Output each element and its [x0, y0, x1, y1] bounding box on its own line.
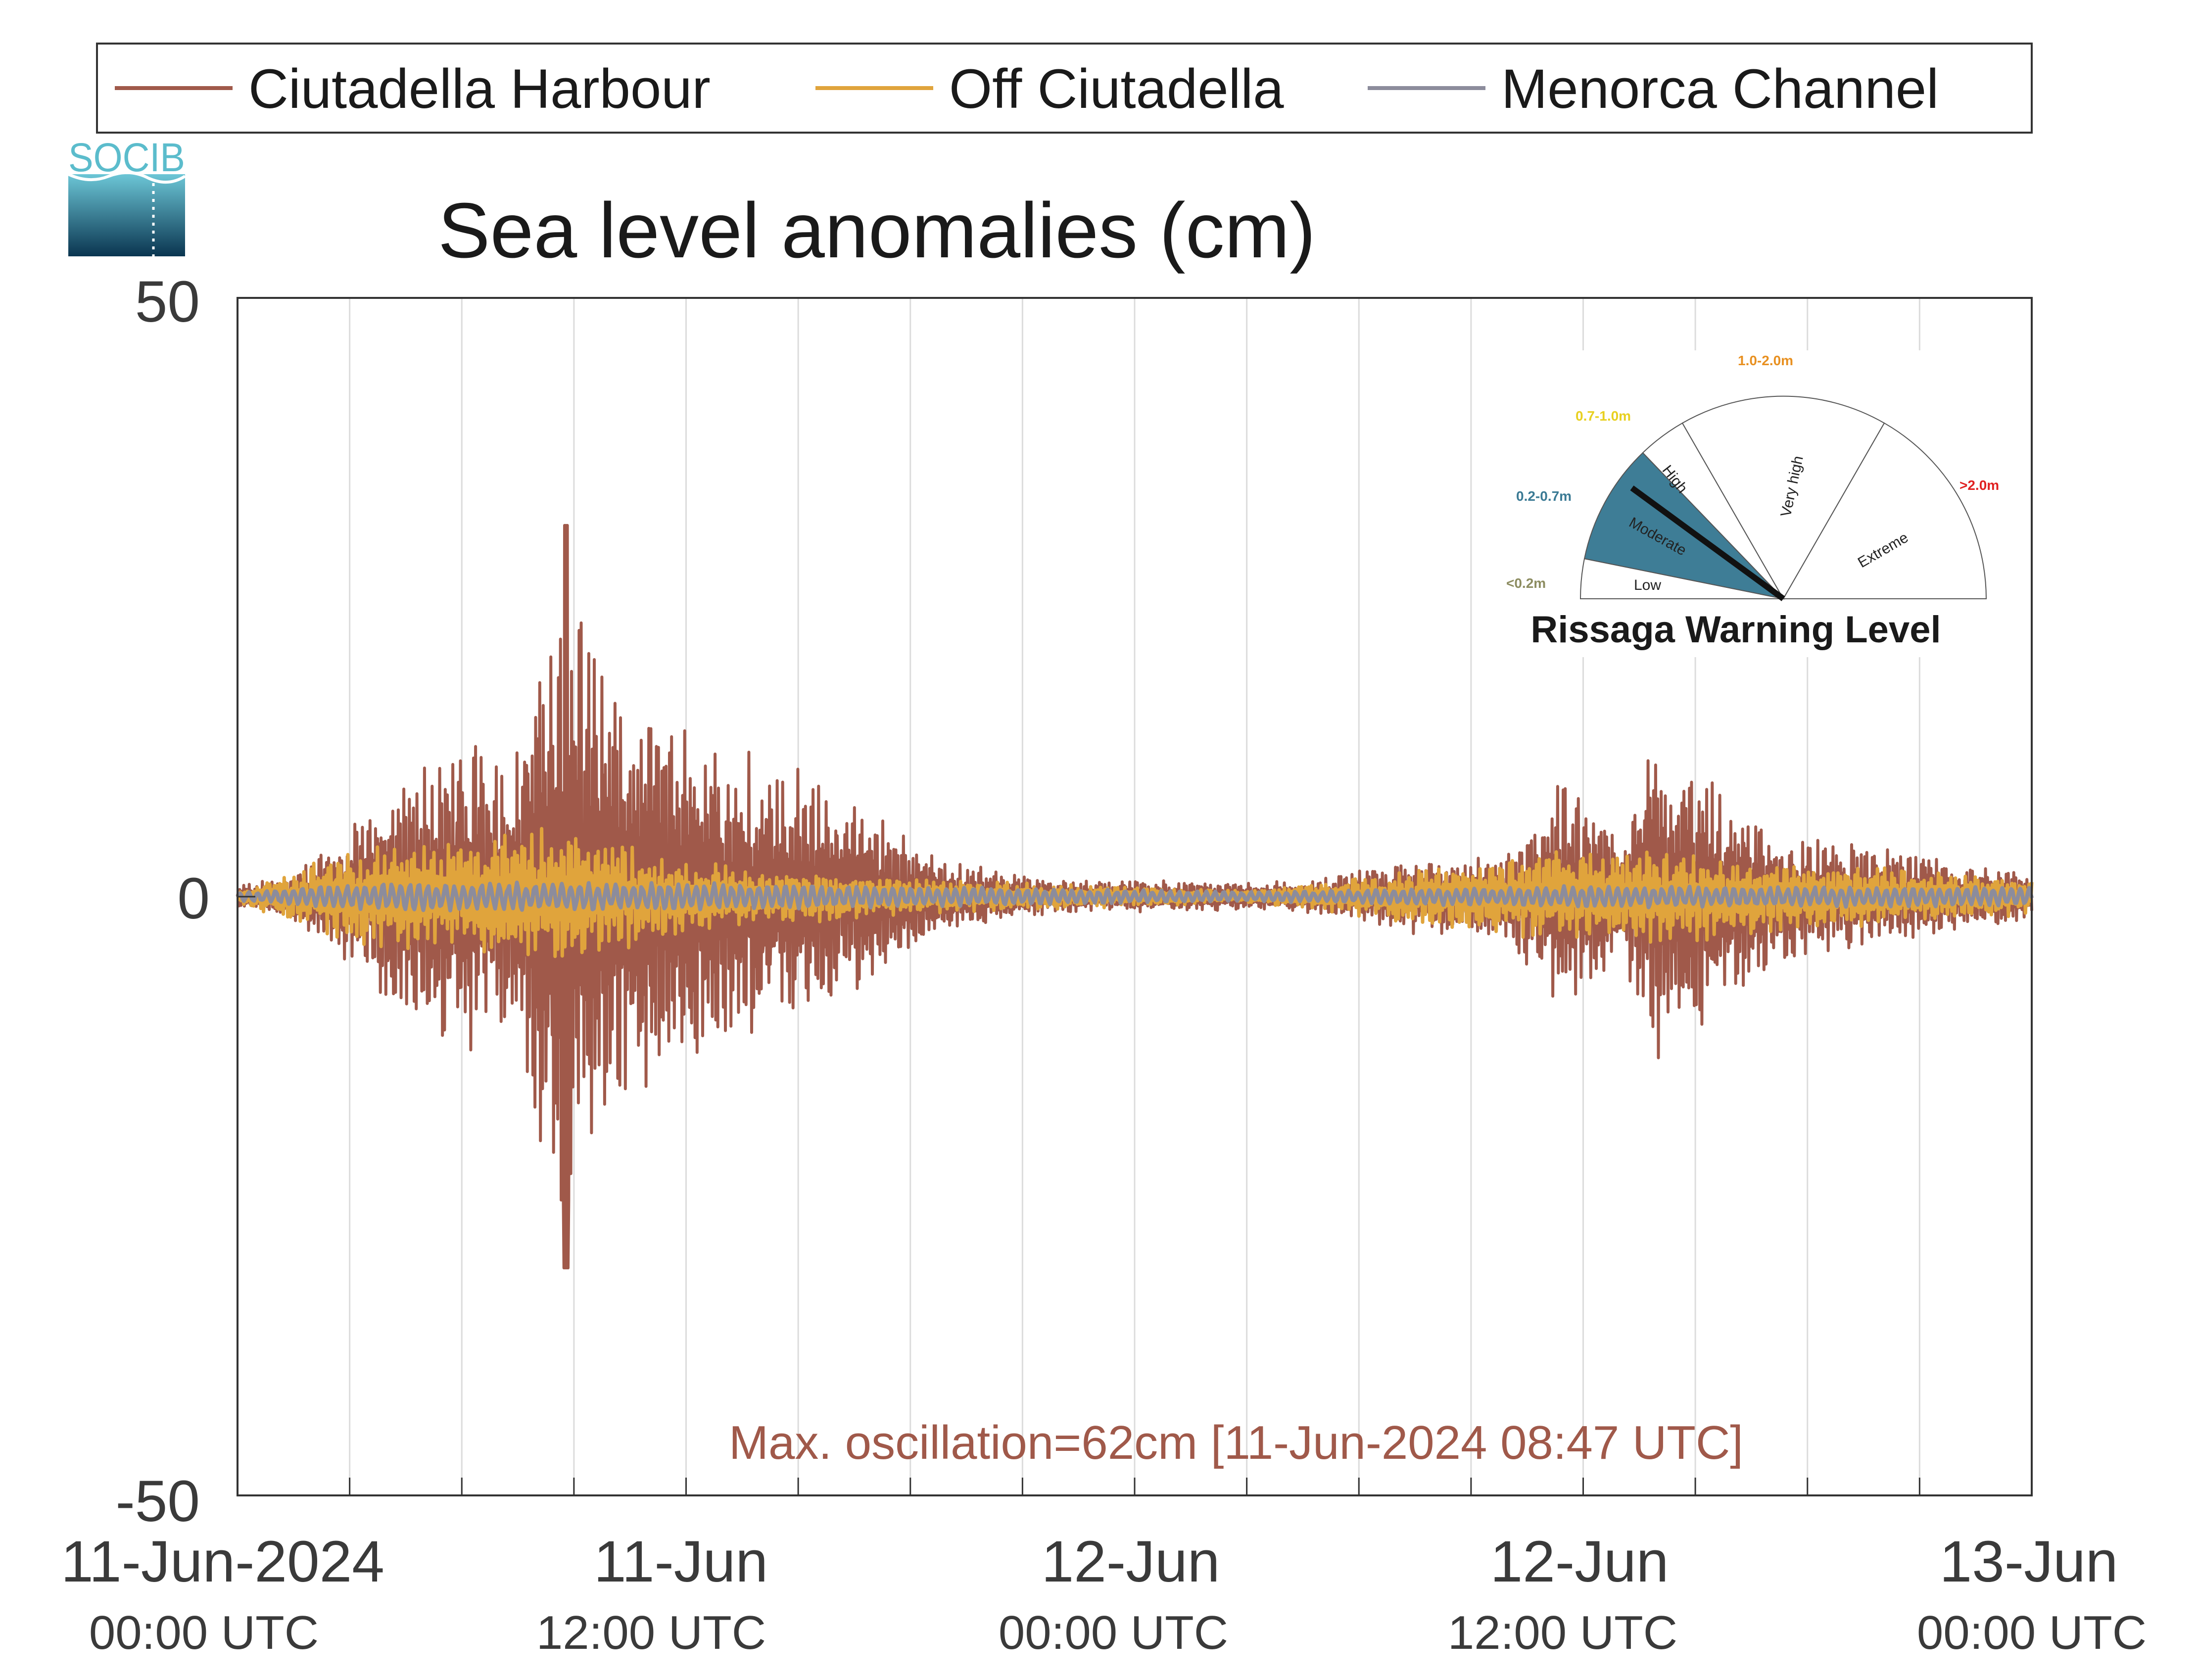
gauge-needle	[1630, 485, 1785, 601]
chart-title: Sea level anomalies (cm)	[438, 187, 1316, 274]
x-tick-date-4: 13-Jun	[1940, 1529, 2118, 1594]
x-ticks	[349, 1478, 1920, 1495]
gauge-range-high: 0.7-1.0m	[1576, 408, 1631, 424]
y-ticks	[238, 297, 255, 1496]
series-layer	[236, 524, 2034, 1270]
x-tick-time-4: 00:00 UTC	[1917, 1606, 2147, 1659]
y-tick-label-zero: 0	[177, 866, 210, 931]
legend: Ciutadella Harbour Off Ciutadella Menorc…	[96, 43, 2033, 134]
x-tick-date-1: 11-Jun	[594, 1529, 768, 1594]
gauge-range-very-high: 1.0-2.0m	[1738, 353, 1793, 368]
gauge-range-extreme: >2.0m	[1959, 478, 1999, 493]
gauge-sector-extreme	[1782, 422, 1987, 599]
x-tick-time-3: 12:00 UTC	[1448, 1606, 1677, 1659]
legend-label-menorca-channel: Menorca Channel	[1501, 58, 1939, 120]
legend-frame	[96, 43, 2033, 134]
legend-label-ciutadella-harbour: Ciutadella Harbour	[248, 58, 711, 120]
socib-logo: SOCIB	[67, 135, 186, 256]
gauge-sector-very-high	[1681, 395, 1885, 600]
x-tick-time-2: 00:00 UTC	[999, 1606, 1228, 1659]
gauge-sector-label-low: Low	[1634, 577, 1661, 593]
x-tick-time-0: 00:00 UTC	[89, 1606, 319, 1659]
rissaga-gauge: Low Moderate High Very high Extreme <0.2…	[1492, 350, 2027, 657]
legend-label-off-ciutadella: Off Ciutadella	[949, 58, 1284, 120]
gauge-range-low: <0.2m	[1506, 576, 1546, 591]
logo-wave	[68, 174, 185, 256]
y-tick-label-bottom: -50	[115, 1469, 200, 1534]
series-line-menorca-channel	[236, 880, 2034, 912]
y-tick-label-top: 50	[135, 269, 200, 335]
x-tick-labels: 11-Jun-2024 00:00 UTC 11-Jun 12:00 UTC 1…	[61, 1529, 2147, 1659]
gauge-title: Rissaga Warning Level	[1530, 609, 1941, 651]
x-tick-date-3: 12-Jun	[1490, 1529, 1669, 1594]
x-tick-time-1: 12:00 UTC	[536, 1606, 766, 1659]
max-oscillation-annotation: Max. oscillation=62cm [11-Jun-2024 08:47…	[729, 1416, 1743, 1469]
logo-wave-crest	[67, 171, 186, 184]
x-tick-date-0: 11-Jun-2024	[61, 1529, 384, 1594]
gauge-range-moderate: 0.2-0.7m	[1516, 488, 1572, 504]
x-tick-date-2: 12-Jun	[1042, 1529, 1220, 1594]
